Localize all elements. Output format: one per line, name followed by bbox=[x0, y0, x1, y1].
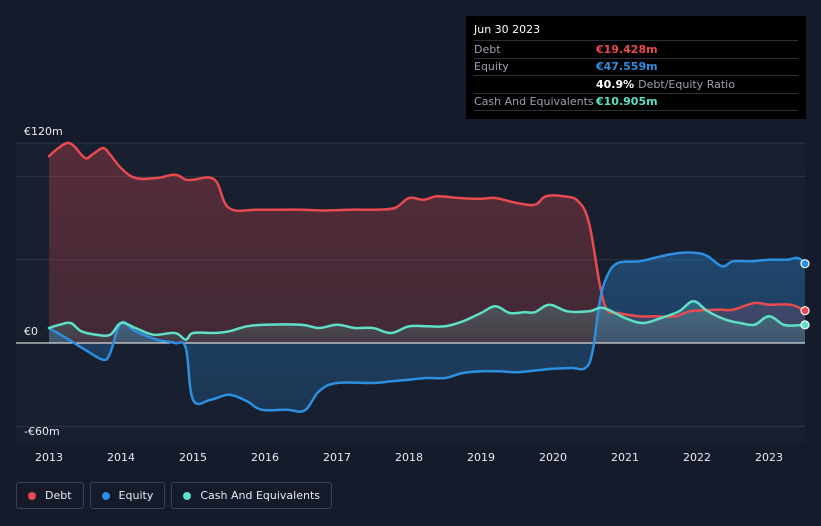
tooltip-equity-label: Equity bbox=[474, 60, 509, 74]
debt-series-line bbox=[47, 141, 807, 318]
tooltip-date: Jun 30 2023 bbox=[474, 23, 541, 36]
series-lines bbox=[47, 141, 807, 414]
x-tick-label: 2020 bbox=[539, 451, 567, 464]
x-tick-label: 2017 bbox=[323, 451, 351, 464]
equity-area bbox=[49, 252, 805, 412]
legend-cash-label: Cash And Equivalents bbox=[200, 489, 320, 502]
y-tick-label: €120m bbox=[24, 125, 63, 138]
debt-endpoint[interactable] bbox=[800, 306, 810, 316]
tooltip-debt-label: Debt bbox=[474, 42, 501, 56]
series-endpoints bbox=[800, 259, 810, 330]
series-areas bbox=[49, 142, 805, 412]
x-tick-label: 2013 bbox=[35, 451, 63, 464]
y-axis-labels: €120m €0 -€60m bbox=[24, 125, 63, 438]
tooltip-row-equity: Equity €47.559m bbox=[474, 57, 798, 76]
equity-dot-icon bbox=[101, 491, 110, 500]
legend-item-equity[interactable]: Equity bbox=[89, 482, 166, 509]
x-tick-label: 2022 bbox=[683, 451, 711, 464]
y-tick-label: -€60m bbox=[24, 425, 60, 438]
legend: Debt Equity Cash And Equivalents bbox=[16, 482, 332, 509]
x-tick-label: 2016 bbox=[251, 451, 279, 464]
cash-endpoint[interactable] bbox=[800, 320, 810, 330]
cash-series-line bbox=[47, 300, 807, 341]
y-tick-label: €0 bbox=[24, 325, 38, 338]
legend-debt-label: Debt bbox=[45, 489, 72, 502]
equity-endpoint[interactable] bbox=[800, 259, 810, 269]
x-tick-label: 2018 bbox=[395, 451, 423, 464]
x-tick-label: 2015 bbox=[179, 451, 207, 464]
tooltip-equity-value: €47.559m bbox=[596, 60, 658, 74]
debt-dot-icon bbox=[28, 491, 36, 500]
x-tick-label: 2019 bbox=[467, 451, 495, 464]
tooltip-ratio-value: 40.9% bbox=[596, 77, 635, 91]
tooltip-debt-value: €19.428m bbox=[596, 42, 658, 56]
tooltip-row-cash: Cash And Equivalents €10.905m bbox=[474, 92, 798, 111]
legend-equity-label: Equity bbox=[118, 489, 154, 502]
cash-dot-icon bbox=[183, 491, 192, 500]
cash-area bbox=[49, 301, 805, 343]
legend-item-cash[interactable]: Cash And Equivalents bbox=[171, 482, 332, 509]
tooltip-panel: Jun 30 2023 Debt €19.428m Equity €47.559… bbox=[466, 16, 806, 119]
x-tick-label: 2023 bbox=[755, 451, 783, 464]
tooltip-row-ratio: 40.9% Debt/Equity Ratio bbox=[474, 75, 798, 93]
debt-area bbox=[49, 142, 805, 343]
tooltip-cash-value: €10.905m bbox=[596, 95, 658, 109]
tooltip-cash-label: Cash And Equivalents bbox=[474, 95, 594, 109]
x-tick-label: 2014 bbox=[107, 451, 135, 464]
x-tick-label: 2021 bbox=[611, 451, 639, 464]
equity-series-line bbox=[47, 251, 807, 414]
legend-item-debt[interactable]: Debt bbox=[16, 482, 84, 509]
x-axis-labels: 2013 2014 2015 2016 2017 2018 2019 2020 2021 2022… bbox=[35, 451, 783, 464]
tooltip-row-debt: Debt €19.428m bbox=[474, 40, 798, 58]
tooltip-ratio-label: Debt/Equity Ratio bbox=[638, 77, 735, 91]
